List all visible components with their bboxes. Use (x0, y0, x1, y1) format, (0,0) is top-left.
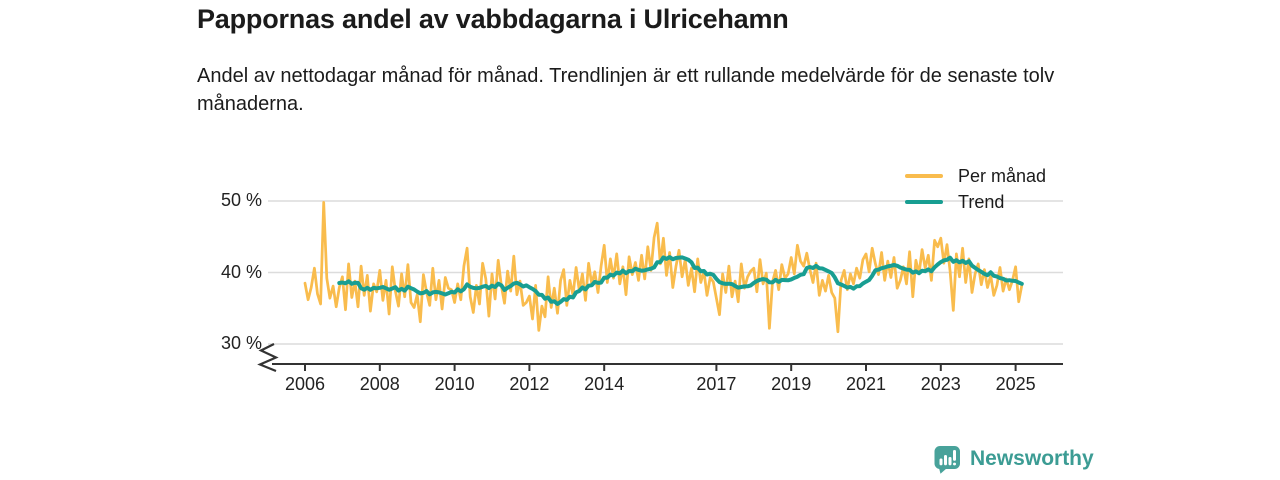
brand-name: Newsworthy (970, 446, 1094, 470)
y-tick-label: 30 % (220, 333, 262, 353)
bar-chart-speech-bubble-icon (934, 446, 960, 474)
x-tick-label: 2017 (696, 374, 737, 394)
legend-line-swatch-trend (905, 200, 943, 204)
x-tick-label: 2025 (995, 374, 1036, 394)
y-tick-label: 50 % (220, 190, 262, 210)
y-tick-label: 40 % (220, 261, 262, 282)
x-tick-label: 2023 (920, 374, 961, 394)
legend-line-swatch-monthly (905, 174, 943, 178)
x-tick-label: 2021 (845, 374, 887, 394)
series-line-trend (337, 255, 1024, 306)
chart-subtitle: Andel av nettodagar månad för månad. Tre… (197, 65, 1055, 115)
brand-footer: Newsworthy (932, 443, 1094, 474)
chart-legend: Per månad Trend (905, 163, 1046, 215)
x-tick-label: 2014 (584, 374, 625, 394)
x-tick-label: 2010 (434, 374, 475, 394)
series-line-monthly (303, 201, 1024, 334)
axis-break-icon (257, 343, 279, 373)
x-tick-label: 2006 (284, 374, 326, 394)
x-tick-label: 2012 (509, 374, 550, 394)
legend-item-trend: Trend (905, 189, 1046, 215)
legend-label-monthly: Per månad (958, 165, 1047, 186)
chart-title: Pappornas andel av vabbdagarna i Ulriceh… (197, 4, 789, 34)
legend-item-per-manad: Per månad (905, 163, 1046, 189)
x-tick-label: 2019 (771, 374, 812, 394)
x-tick-label: 2008 (359, 374, 400, 394)
legend-label-trend: Trend (958, 191, 1005, 212)
